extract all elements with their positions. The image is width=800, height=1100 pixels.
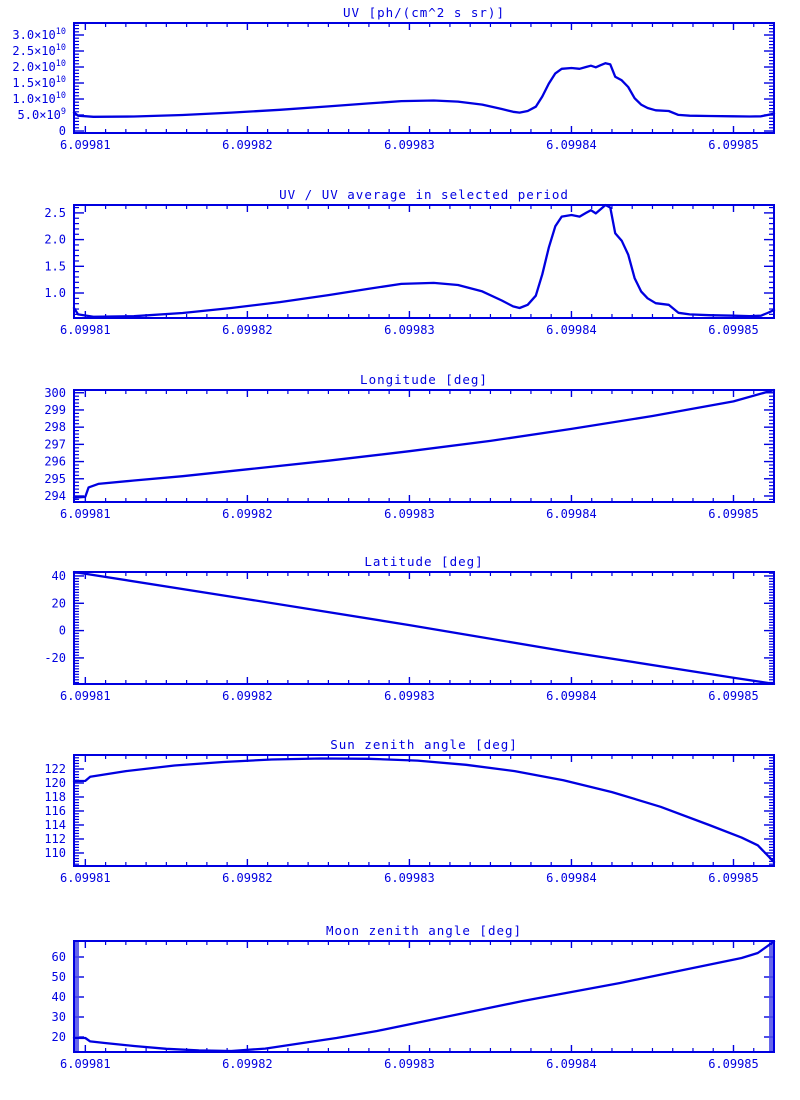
svg-text:Latitude [deg]: Latitude [deg]	[364, 554, 483, 569]
svg-text:3.0×1010: 3.0×1010	[12, 27, 66, 42]
svg-text:6.09982: 6.09982	[222, 871, 273, 885]
svg-text:6.09984: 6.09984	[546, 871, 597, 885]
svg-text:110: 110	[44, 846, 66, 860]
svg-text:6.09983: 6.09983	[384, 871, 435, 885]
svg-text:6.09983: 6.09983	[384, 689, 435, 703]
svg-text:6.09985: 6.09985	[708, 871, 759, 885]
svg-text:5.0×109: 5.0×109	[18, 107, 66, 122]
svg-text:2.5×1010: 2.5×1010	[12, 43, 66, 58]
svg-text:120: 120	[44, 776, 66, 790]
svg-text:6.09981: 6.09981	[60, 138, 111, 152]
svg-text:20: 20	[52, 1030, 66, 1044]
svg-text:Moon zenith angle [deg]: Moon zenith angle [deg]	[326, 923, 522, 938]
svg-text:1.0×1010: 1.0×1010	[12, 91, 66, 106]
svg-text:6.09983: 6.09983	[384, 138, 435, 152]
svg-text:6.09982: 6.09982	[222, 1057, 273, 1071]
svg-text:UV / UV average in selected pe: UV / UV average in selected period	[279, 187, 569, 202]
svg-text:6.09985: 6.09985	[708, 323, 759, 337]
svg-text:40: 40	[52, 569, 66, 583]
plot-moon-zenith: Moon zenith angle [deg] 6.09981 6.09982 6.0…	[52, 923, 776, 1071]
svg-text:6.09983: 6.09983	[384, 323, 435, 337]
svg-text:Sun zenith angle [deg]: Sun zenith angle [deg]	[330, 737, 518, 752]
svg-text:118: 118	[44, 790, 66, 804]
svg-text:114: 114	[44, 818, 66, 832]
svg-text:0: 0	[59, 124, 66, 138]
svg-text:60: 60	[52, 950, 66, 964]
svg-text:50: 50	[52, 970, 66, 984]
svg-text:6.09982: 6.09982	[222, 138, 273, 152]
svg-text:UV [ph/(cm^2 s sr)]: UV [ph/(cm^2 s sr)]	[343, 5, 505, 20]
svg-text:6.09981: 6.09981	[60, 871, 111, 885]
svg-text:40: 40	[52, 990, 66, 1004]
svg-text:6.09983: 6.09983	[384, 1057, 435, 1071]
svg-text:6.09983: 6.09983	[384, 507, 435, 521]
svg-text:297: 297	[44, 437, 66, 451]
svg-text:6.09982: 6.09982	[222, 507, 273, 521]
svg-text:6.09985: 6.09985	[708, 138, 759, 152]
svg-text:2.5: 2.5	[44, 206, 66, 220]
plot-sun-zenith: Sun zenith angle [deg] 6.09981 6.09982 6.09…	[44, 737, 776, 885]
svg-text:6.09981: 6.09981	[60, 689, 111, 703]
svg-text:6.09985: 6.09985	[708, 689, 759, 703]
svg-text:295: 295	[44, 472, 66, 486]
svg-text:30: 30	[52, 1010, 66, 1024]
svg-text:6.09985: 6.09985	[708, 507, 759, 521]
svg-text:112: 112	[44, 832, 66, 846]
svg-text:6.09985: 6.09985	[708, 1057, 759, 1071]
svg-text:298: 298	[44, 420, 66, 434]
svg-text:6.09984: 6.09984	[546, 689, 597, 703]
svg-text:6.09981: 6.09981	[60, 1057, 111, 1071]
svg-text:122: 122	[44, 762, 66, 776]
plot-uv-ratio: UV / UV average in selected period 6.0998…	[44, 187, 776, 337]
plot-uv: UV [ph/(cm^2 s sr)] 6.09981 6.09982 6.09983…	[12, 5, 776, 152]
svg-text:6.09982: 6.09982	[222, 689, 273, 703]
svg-text:20: 20	[52, 596, 66, 610]
svg-text:2.0: 2.0	[44, 233, 66, 247]
svg-text:294: 294	[44, 489, 66, 503]
plot-longitude: Longitude [deg] 6.09981 6.09982 6.09983 6.09…	[44, 372, 776, 521]
svg-text:296: 296	[44, 455, 66, 469]
svg-text:1.0: 1.0	[44, 286, 66, 300]
svg-text:116: 116	[44, 804, 66, 818]
svg-text:6.09981: 6.09981	[60, 507, 111, 521]
svg-text:1.5: 1.5	[44, 259, 66, 273]
svg-text:6.09981: 6.09981	[60, 323, 111, 337]
svg-text:6.09984: 6.09984	[546, 507, 597, 521]
svg-text:6.09984: 6.09984	[546, 1057, 597, 1071]
svg-text:299: 299	[44, 403, 66, 417]
plot-latitude: Latitude [deg] 6.09981 6.09982 6.09983 6.099…	[44, 554, 776, 703]
svg-text:6.09984: 6.09984	[546, 138, 597, 152]
svg-text:2.0×1010: 2.0×1010	[12, 59, 66, 74]
svg-text:300: 300	[44, 386, 66, 400]
svg-text:6.09982: 6.09982	[222, 323, 273, 337]
svg-text:-20: -20	[44, 651, 66, 665]
svg-text:0: 0	[59, 624, 66, 638]
svg-text:1.5×1010: 1.5×1010	[12, 75, 66, 90]
svg-text:6.09984: 6.09984	[546, 323, 597, 337]
svg-text:Longitude [deg]: Longitude [deg]	[360, 372, 488, 387]
